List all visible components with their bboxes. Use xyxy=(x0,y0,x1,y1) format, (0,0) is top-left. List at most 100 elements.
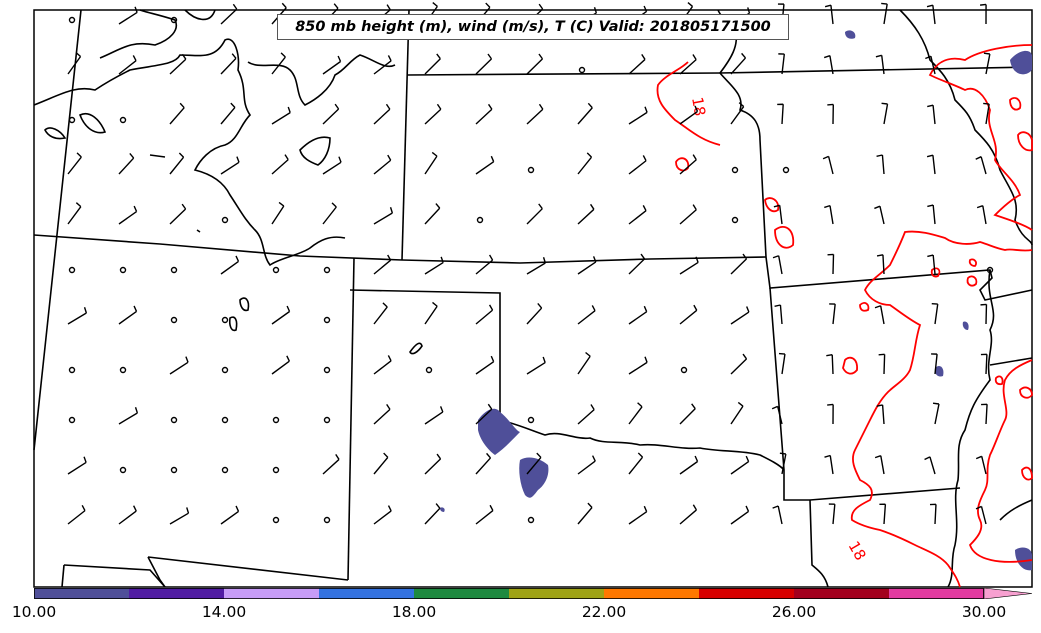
wind-barb xyxy=(679,256,699,275)
colorbar-segments xyxy=(34,588,1032,599)
wind-barb xyxy=(980,3,987,25)
wind-barb xyxy=(220,102,236,125)
calm-wind-circle xyxy=(119,116,127,124)
wind-barb xyxy=(220,53,237,75)
wind-barb xyxy=(975,156,987,175)
wind-barb xyxy=(169,507,190,525)
plot-area: 18 18 xyxy=(33,1,1033,588)
wind-barb xyxy=(118,407,139,425)
wind-barb xyxy=(424,151,438,175)
calm-wind-circle xyxy=(272,466,280,474)
wind-barb xyxy=(424,453,442,475)
wind-barb xyxy=(730,505,750,525)
wind-barb xyxy=(983,102,990,125)
calm-wind-circle xyxy=(527,416,535,424)
wind-barb xyxy=(373,103,391,125)
wind-barb xyxy=(373,254,392,275)
calm-wind-circle xyxy=(731,216,739,224)
colorbar-segment xyxy=(604,588,699,599)
wind-barb xyxy=(424,256,444,275)
wind-barb xyxy=(424,406,444,425)
wind-barb xyxy=(881,102,889,125)
wind-barb xyxy=(980,353,988,375)
colorbar-tick-label: 30.00 xyxy=(961,603,1007,621)
wind-barb xyxy=(526,103,544,125)
wind-barb xyxy=(118,6,138,25)
calm-wind-circle xyxy=(425,366,433,374)
wind-barb xyxy=(67,202,82,225)
wind-barb xyxy=(220,505,240,525)
calm-wind-circle xyxy=(68,16,76,24)
calm-wind-circle xyxy=(170,266,178,274)
wind-barbs xyxy=(67,1,994,525)
wind-barb xyxy=(771,405,783,425)
wind-barb xyxy=(628,54,646,75)
wind-barb xyxy=(271,106,291,125)
wind-barb xyxy=(679,304,698,325)
wind-barb xyxy=(730,353,748,375)
wind-barb xyxy=(475,53,493,75)
wind-barb xyxy=(373,403,391,425)
wind-barb xyxy=(271,355,290,375)
wind-barb xyxy=(931,353,938,375)
wind-barb xyxy=(826,354,834,375)
wind-barb xyxy=(373,207,394,225)
wind-barb xyxy=(772,255,783,275)
calm-wind-circle xyxy=(476,216,484,224)
wind-barb xyxy=(679,105,699,125)
wind-barb xyxy=(322,103,340,125)
calm-wind-circle xyxy=(527,516,535,524)
wind-barb xyxy=(424,203,441,225)
wind-barb xyxy=(925,55,936,75)
wind-barb xyxy=(475,103,493,125)
wind-barb xyxy=(931,302,939,325)
calm-wind-circle xyxy=(782,166,790,174)
calm-wind-circle xyxy=(68,366,76,374)
colorbar-tick-label: 22.00 xyxy=(581,603,627,621)
wind-barb xyxy=(679,154,697,175)
calm-wind-circle xyxy=(119,266,127,274)
wind-barb xyxy=(828,503,836,525)
wind-barb xyxy=(118,55,137,75)
wind-barb xyxy=(271,154,289,175)
colorbar-segment xyxy=(414,588,509,599)
wind-barb xyxy=(373,452,389,475)
wind-barb xyxy=(475,403,493,425)
wind-barb xyxy=(822,155,834,175)
wind-barb xyxy=(118,505,137,525)
colorbar xyxy=(34,588,1032,599)
calm-wind-circle xyxy=(170,316,178,324)
wind-barb xyxy=(878,353,886,375)
wind-barb xyxy=(475,254,494,275)
wind-barb xyxy=(927,204,936,225)
wind-barb xyxy=(874,205,885,225)
calm-wind-circle xyxy=(323,366,331,374)
calm-wind-circle xyxy=(527,166,535,174)
calm-wind-circle xyxy=(680,366,688,374)
wind-barb xyxy=(424,103,442,125)
wind-barb xyxy=(424,301,438,325)
colorbar-segment xyxy=(129,588,224,599)
colorbar-segment xyxy=(224,588,319,599)
wind-barb xyxy=(876,404,885,425)
wind-barb xyxy=(879,503,887,525)
wind-barb xyxy=(118,205,138,225)
wind-barb xyxy=(823,54,834,75)
wind-barb xyxy=(424,53,441,75)
wind-barb xyxy=(577,256,597,275)
wind-barb xyxy=(526,203,543,225)
colorbar-tick-label: 10.00 xyxy=(11,603,57,621)
wind-barb xyxy=(730,306,750,325)
wind-barb xyxy=(983,52,991,75)
wind-barb xyxy=(475,155,495,175)
calm-wind-circle xyxy=(221,216,229,224)
calm-wind-circle xyxy=(578,66,586,74)
wind-barb xyxy=(824,4,834,25)
state-boundaries xyxy=(33,9,1033,588)
wind-barb xyxy=(475,504,494,525)
wind-barb xyxy=(271,305,291,325)
wind-barb xyxy=(876,254,885,275)
wind-barb xyxy=(526,356,546,375)
wind-barb xyxy=(322,454,340,475)
